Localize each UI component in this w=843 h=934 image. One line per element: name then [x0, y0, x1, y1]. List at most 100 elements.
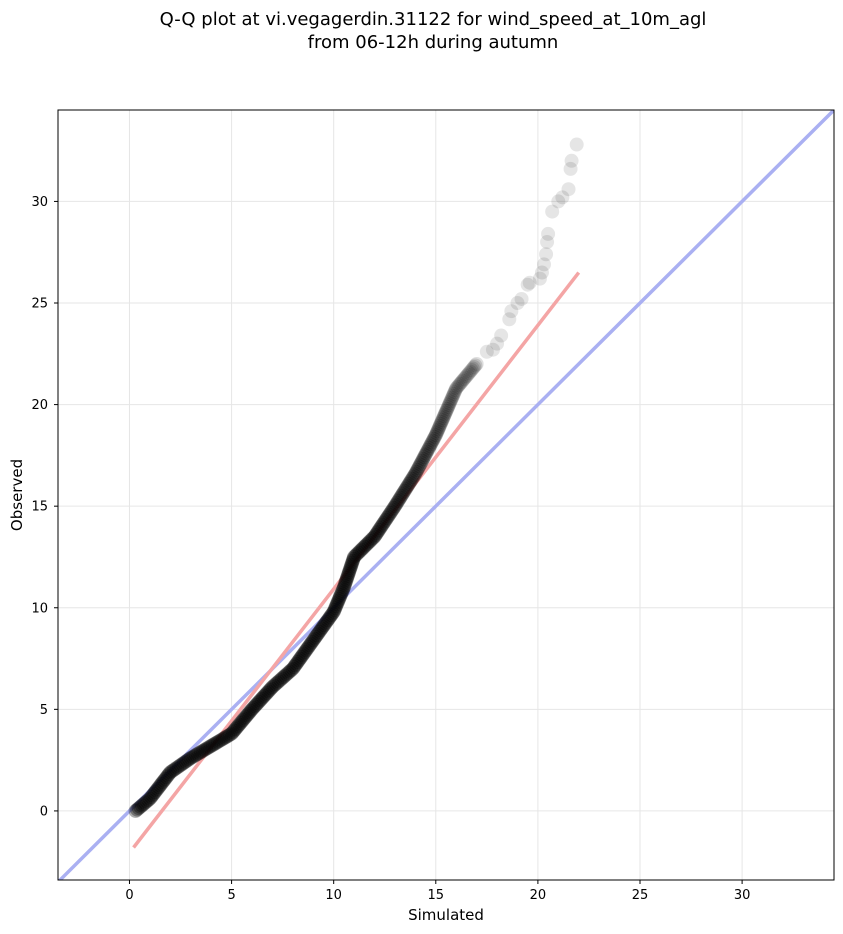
qq-point — [296, 646, 311, 661]
qq-point — [141, 793, 156, 808]
scatter-points — [128, 137, 584, 818]
qq-point — [207, 736, 222, 751]
qq-point — [128, 803, 143, 818]
qq-point — [545, 204, 560, 219]
qq-point — [236, 713, 251, 728]
qq-point — [282, 664, 297, 679]
qq-point — [139, 794, 154, 809]
qq-point — [363, 534, 378, 549]
qq-point — [257, 688, 272, 703]
qq-point — [253, 693, 268, 708]
qq-point — [214, 732, 229, 747]
qq-point — [300, 641, 315, 656]
y-tick-label: 0 — [40, 804, 48, 819]
qq-point — [448, 383, 463, 398]
qq-point — [225, 725, 240, 740]
qq-point — [404, 473, 419, 488]
qq-point — [254, 691, 269, 706]
qq-point — [417, 450, 432, 465]
qq-point — [424, 435, 439, 450]
qq-point — [347, 549, 362, 564]
qq-point — [302, 638, 317, 653]
qq-point — [541, 226, 556, 241]
qq-point — [380, 511, 395, 526]
qq-point — [299, 643, 314, 658]
qq-point — [338, 574, 353, 589]
qq-point — [413, 457, 428, 472]
qq-point — [212, 733, 227, 748]
qq-point — [540, 235, 555, 250]
qq-point — [510, 296, 525, 311]
qq-point — [333, 587, 348, 602]
qq-point — [418, 448, 433, 463]
qq-point — [145, 788, 160, 803]
qq-point — [303, 636, 318, 651]
qq-point — [133, 799, 148, 814]
qq-point — [438, 405, 453, 420]
qq-point — [281, 665, 296, 680]
grid — [58, 110, 834, 880]
qq-point — [385, 502, 400, 517]
x-axis-label: Simulated — [408, 906, 484, 924]
qq-point — [142, 791, 157, 806]
qq-point — [460, 367, 475, 382]
qq-point — [158, 771, 173, 786]
qq-point — [294, 649, 309, 664]
qq-point — [241, 706, 256, 721]
qq-point — [441, 398, 456, 413]
qq-point — [426, 431, 441, 446]
qq-point — [238, 709, 253, 724]
qq-point — [228, 722, 243, 737]
qq-point — [265, 679, 280, 694]
qq-point — [311, 626, 326, 641]
qq-point — [564, 153, 579, 168]
qq-point — [305, 634, 320, 649]
qq-point — [428, 428, 443, 443]
qq-point — [193, 745, 208, 760]
qq-point — [469, 356, 484, 371]
qq-point — [453, 376, 468, 391]
qq-point — [467, 360, 482, 375]
qq-point — [502, 312, 517, 327]
qq-point — [459, 369, 474, 384]
qq-point — [200, 740, 215, 755]
qq-point — [390, 495, 405, 510]
qq-point — [490, 336, 505, 351]
qq-point — [555, 190, 570, 205]
qq-point — [425, 433, 440, 448]
qq-point — [295, 648, 310, 663]
qq-point — [205, 737, 220, 752]
qq-point — [539, 247, 554, 262]
qq-point — [382, 507, 397, 522]
qq-point — [569, 137, 584, 152]
qq-point — [445, 388, 460, 403]
qq-point — [160, 768, 175, 783]
qq-point — [384, 504, 399, 519]
qq-point — [319, 614, 334, 629]
qq-point — [432, 418, 447, 433]
qq-point — [328, 601, 343, 616]
qq-point — [399, 480, 414, 495]
x-tick-label: 10 — [325, 888, 342, 903]
qq-point — [154, 776, 169, 791]
qq-point — [221, 728, 236, 743]
qq-point — [199, 741, 214, 756]
qq-point — [321, 611, 336, 626]
qq-point — [401, 476, 416, 491]
qq-point — [416, 451, 431, 466]
qq-point — [323, 609, 338, 624]
qq-point — [442, 396, 457, 411]
qq-point — [175, 757, 190, 772]
qq-point — [166, 762, 181, 777]
qq-point — [563, 161, 578, 176]
qq-point — [209, 735, 224, 750]
qq-point — [227, 723, 242, 738]
qq-point — [520, 277, 535, 292]
qq-point — [237, 711, 252, 726]
qq-point — [479, 344, 494, 359]
qq-point — [185, 750, 200, 765]
qq-point — [367, 529, 382, 544]
qq-point — [408, 466, 423, 481]
x-tick-label: 30 — [734, 888, 751, 903]
qq-point — [290, 655, 305, 670]
